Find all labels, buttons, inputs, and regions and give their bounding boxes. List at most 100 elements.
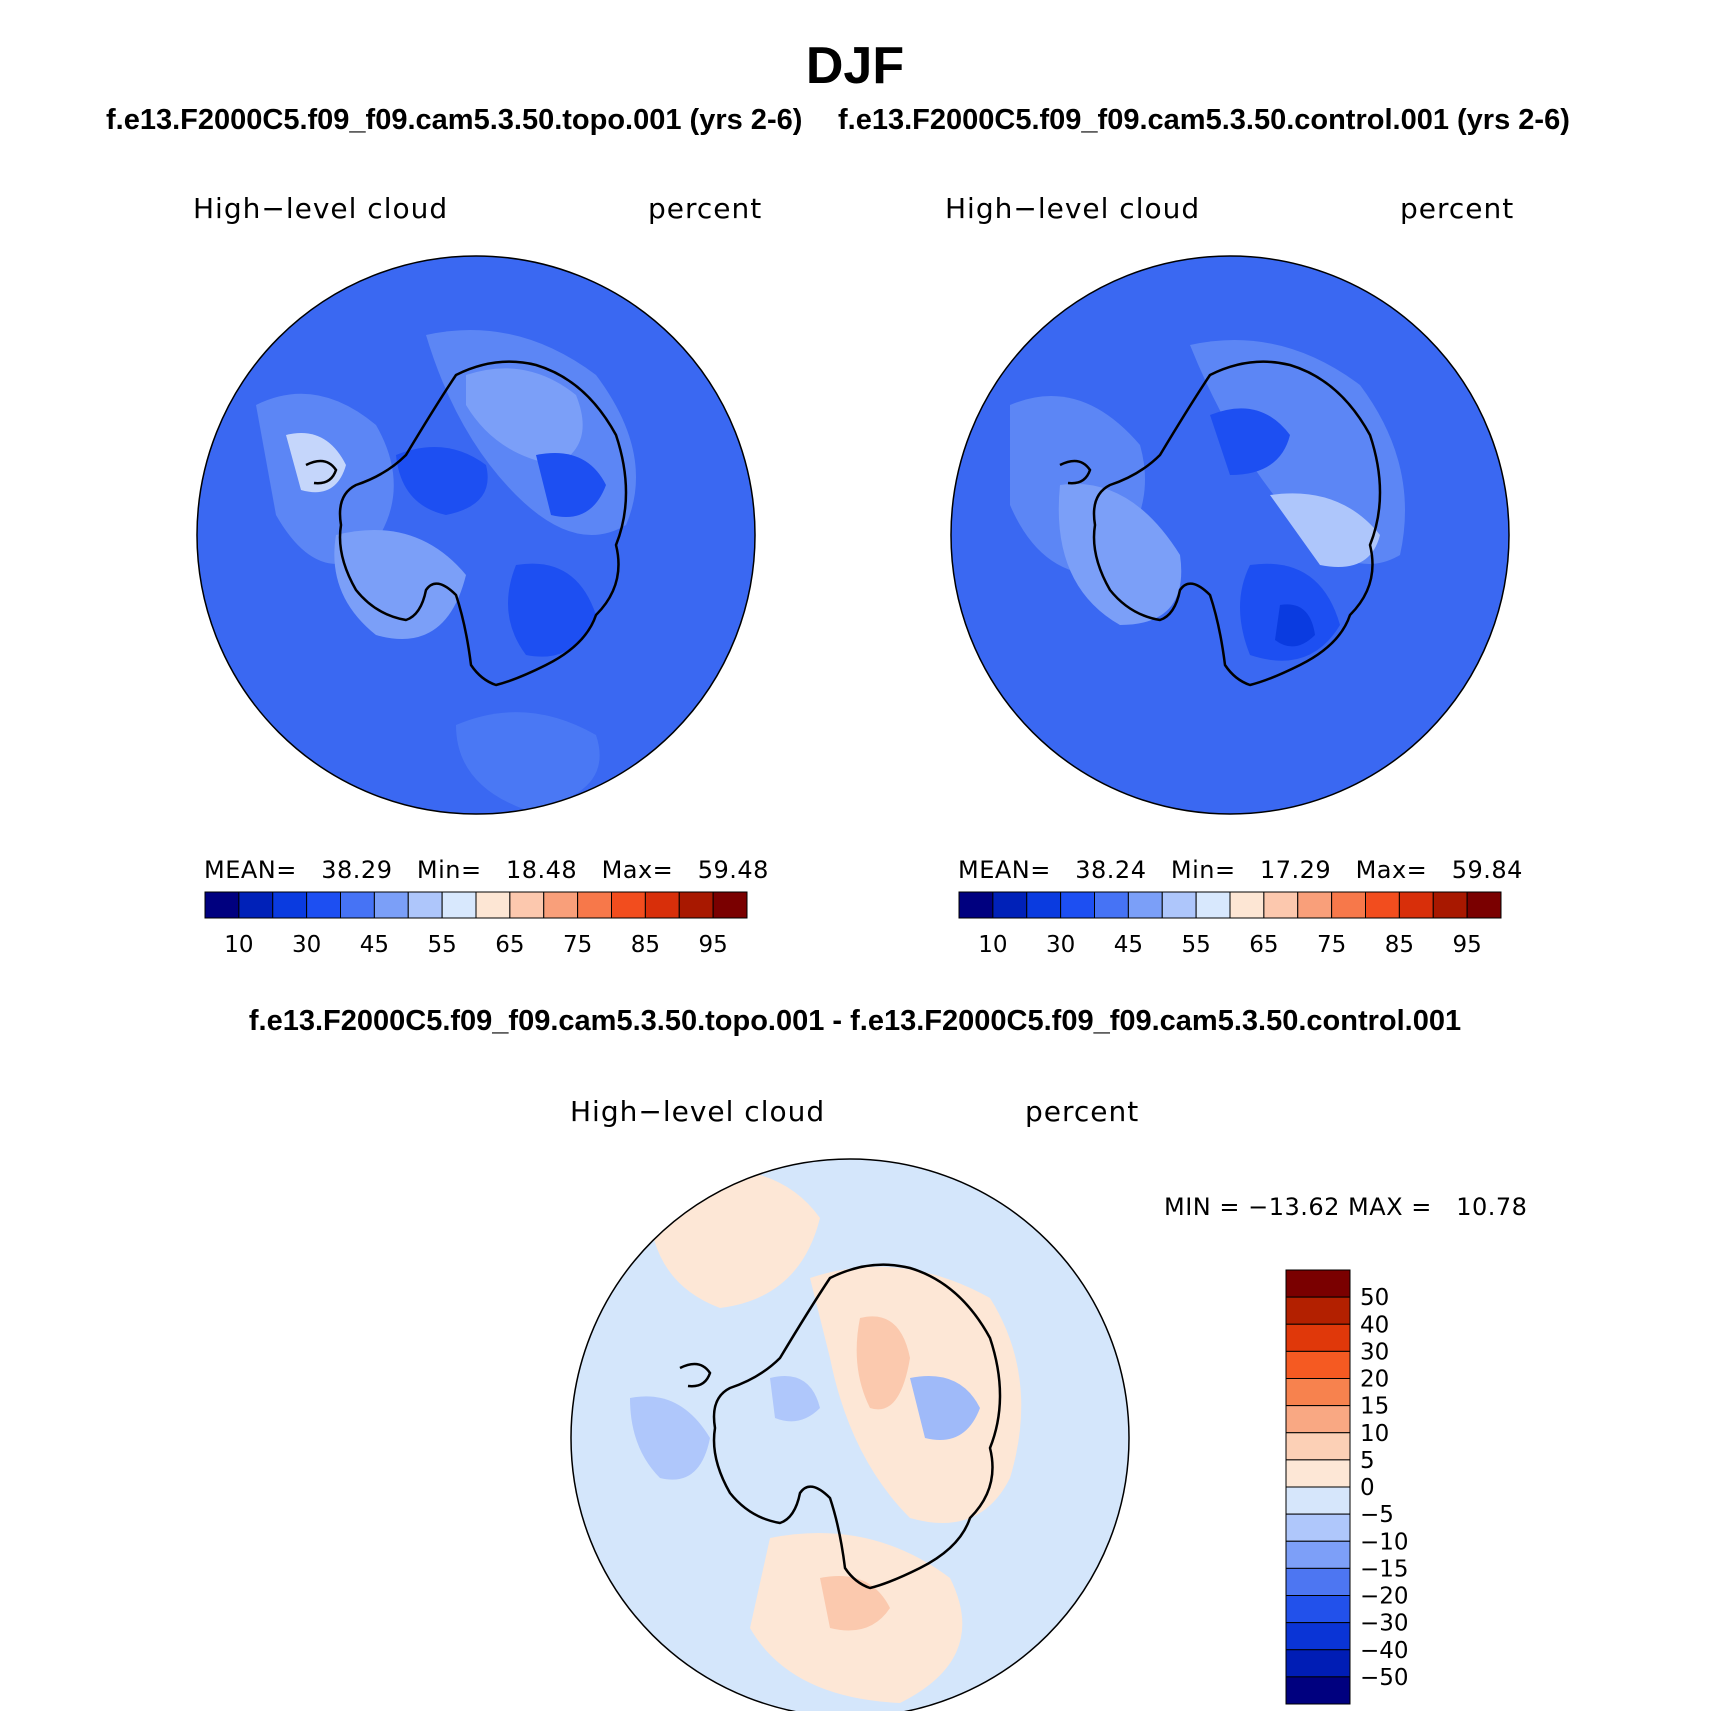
colorbar-2-tick-label: 10 <box>978 932 1007 958</box>
colorbar-diff-swatch <box>1285 1323 1351 1352</box>
colorbar-1-swatch <box>238 891 274 919</box>
colorbar-panel-1: 10 30 45 55 65 75 85 95 <box>204 891 748 958</box>
map-1-contour-c <box>334 530 466 639</box>
colorbar-2-tick-label: 65 <box>1249 932 1278 958</box>
colorbar-2-swatch <box>1398 891 1434 919</box>
colorbar-2-swatch <box>1229 891 1265 919</box>
map-1-contour-i <box>456 712 600 810</box>
map-diff-peninsula <box>679 1362 712 1388</box>
colorbar-1-swatch <box>407 891 443 919</box>
colorbar-diff-tick-label: 20 <box>1360 1367 1389 1393</box>
colorbar-2-swatch <box>1331 891 1366 919</box>
colorbar-2-tick-label: 75 <box>1317 932 1346 958</box>
panel-1-case-title: f.e13.F2000C5.f09_f09.cam5.3.50.topo.001… <box>106 104 803 136</box>
colorbar-diff-swatch <box>1285 1676 1351 1705</box>
difference-variable: High−level cloud <box>570 1095 826 1128</box>
colorbar-2-swatch <box>1026 891 1062 919</box>
colorbar-2-swatch <box>1365 891 1400 919</box>
colorbar-diff-swatch <box>1285 1459 1351 1488</box>
colorbar-1-tick-label: 45 <box>360 932 389 958</box>
map-2-peninsula <box>1059 459 1092 485</box>
colorbar-panel-2: 10 30 45 55 65 75 85 95 <box>958 891 1502 958</box>
colorbar-1-swatch <box>306 891 341 919</box>
colorbar-2-tick-label: 95 <box>1452 932 1481 958</box>
panel-2-max: 59.84 <box>1451 856 1523 884</box>
colorbar-diff-tick-label: −5 <box>1360 1502 1394 1528</box>
map-1-border <box>196 255 756 815</box>
colorbar-diff-swatch <box>1285 1405 1351 1434</box>
colorbar-1-tick-label: 75 <box>563 932 592 958</box>
panel-2-min: 17.29 <box>1259 856 1332 884</box>
colorbar-1-swatch <box>340 891 375 919</box>
colorbar-diff-swatch <box>1285 1269 1351 1298</box>
colorbar-2-swatch <box>1161 891 1197 919</box>
panel-1-min-label: Min= <box>416 856 482 884</box>
colorbar-1-swatch <box>644 891 680 919</box>
colorbar-2-tick-label: 45 <box>1114 932 1143 958</box>
colorbar-2-swatch <box>1263 891 1299 919</box>
map-2-contour-e <box>1210 408 1290 475</box>
colorbar-2-tick-label: 30 <box>1046 932 1075 958</box>
colorbar-diff-tick-label: 50 <box>1360 1285 1389 1311</box>
map-2-contour-b <box>1190 340 1405 564</box>
colorbar-1-swatch <box>712 891 748 919</box>
colorbar-2-tick-label: 85 <box>1385 932 1414 958</box>
colorbar-diff-tick-label: −30 <box>1360 1611 1409 1637</box>
map-diff-contour-d <box>856 1316 910 1410</box>
panel-2-mean-label: MEAN= <box>958 856 1051 884</box>
colorbar-diff-swatch <box>1285 1649 1351 1678</box>
colorbar-diff-tick-label: 40 <box>1360 1312 1389 1338</box>
map-diff-contour-e <box>820 1576 890 1631</box>
colorbar-diff-tick-label: −10 <box>1360 1529 1409 1555</box>
colorbar-2-tick-label: 55 <box>1181 932 1210 958</box>
map-1-contour-h <box>508 563 596 657</box>
panel-1-variable: High−level cloud <box>193 192 449 225</box>
map-2-contour-d <box>1270 493 1380 567</box>
colorbar-diff-swatch <box>1285 1567 1351 1596</box>
colorbar-1-swatch <box>441 891 477 919</box>
difference-title: f.e13.F2000C5.f09_f09.cam5.3.50.topo.001… <box>248 1005 1462 1037</box>
panel-2-stats: MEAN= 38.24 Min= 17.29 Max= 59.84 <box>958 856 1523 884</box>
colorbar-diff-tick-label: −20 <box>1360 1584 1409 1610</box>
colorbar-diff-swatch <box>1285 1540 1351 1569</box>
colorbar-diff-swatch <box>1285 1378 1351 1407</box>
colorbar-2-swatch <box>1127 891 1163 919</box>
colorbar-diff-swatch <box>1285 1486 1351 1515</box>
colorbar-1-swatch <box>204 891 240 919</box>
panel-2-units: percent <box>1400 192 1515 225</box>
panel-2-variable: High−level cloud <box>945 192 1201 225</box>
map-panel-2 <box>950 255 1510 815</box>
colorbar-2-swatch <box>1060 891 1095 919</box>
colorbar-2-swatch <box>1297 891 1333 919</box>
map-2-border <box>950 255 1510 815</box>
colorbar-2-swatch <box>1195 891 1231 919</box>
colorbar-1-swatch <box>678 891 714 919</box>
colorbar-1-swatch <box>272 891 308 919</box>
map-1-coastline <box>338 360 628 687</box>
colorbar-1-swatch <box>373 891 409 919</box>
colorbar-diff-tick-label: 30 <box>1360 1339 1389 1365</box>
panel-2-max-label: Max= <box>1355 856 1428 884</box>
panel-1-min: 18.48 <box>505 856 578 884</box>
map-1-contour-g <box>536 453 606 517</box>
map-2-contour-g <box>1275 604 1315 647</box>
map-diff-contour-f <box>910 1376 980 1440</box>
colorbar-1-tick-label: 30 <box>292 932 321 958</box>
map-diff-contour-g <box>630 1396 710 1480</box>
panel-1-max: 59.48 <box>697 856 769 884</box>
map-1-peninsula <box>305 459 338 485</box>
map-diff-contour-h <box>770 1376 820 1422</box>
colorbar-2-swatch <box>1432 891 1468 919</box>
colorbar-diff-tick-label: 0 <box>1360 1475 1375 1501</box>
colorbar-diff-swatch <box>1285 1513 1351 1542</box>
colorbar-diff-swatch <box>1285 1296 1351 1325</box>
panel-2-mean: 38.24 <box>1075 856 1147 884</box>
panel-1-mean-label: MEAN= <box>204 856 297 884</box>
colorbar-diff-tick-label: 10 <box>1360 1421 1389 1447</box>
map-diff-coastline <box>712 1263 1002 1590</box>
map-1-contour-f <box>396 447 488 515</box>
difference-units: percent <box>1025 1095 1140 1128</box>
panel-2-case-title: f.e13.F2000C5.f09_f09.cam5.3.50.control.… <box>838 104 1570 136</box>
map-diff-border <box>570 1158 1130 1711</box>
